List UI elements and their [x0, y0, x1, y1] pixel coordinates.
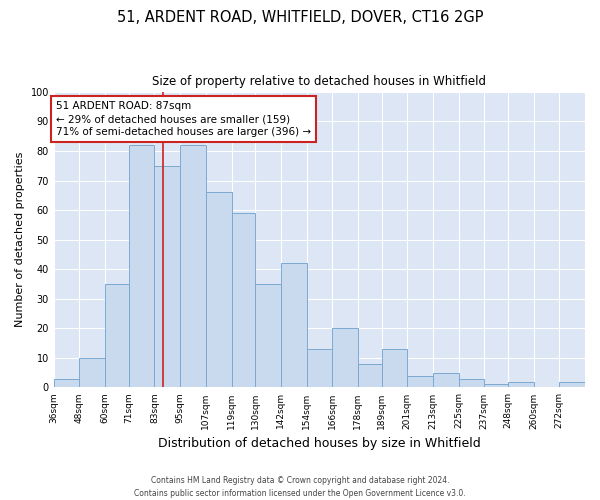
Bar — [484, 384, 508, 388]
Text: Contains HM Land Registry data © Crown copyright and database right 2024.
Contai: Contains HM Land Registry data © Crown c… — [134, 476, 466, 498]
X-axis label: Distribution of detached houses by size in Whitfield: Distribution of detached houses by size … — [158, 437, 481, 450]
Bar — [154, 166, 180, 388]
Text: 51 ARDENT ROAD: 87sqm
← 29% of detached houses are smaller (159)
71% of semi-det: 51 ARDENT ROAD: 87sqm ← 29% of detached … — [56, 101, 311, 137]
Bar — [79, 358, 105, 388]
Text: 51, ARDENT ROAD, WHITFIELD, DOVER, CT16 2GP: 51, ARDENT ROAD, WHITFIELD, DOVER, CT16 … — [117, 10, 483, 25]
Y-axis label: Number of detached properties: Number of detached properties — [15, 152, 25, 328]
Bar — [105, 284, 129, 388]
Bar — [307, 349, 332, 388]
Bar — [407, 376, 433, 388]
Bar — [281, 264, 307, 388]
Bar — [180, 145, 206, 388]
Bar — [382, 349, 407, 388]
Bar — [206, 192, 232, 388]
Bar — [433, 372, 458, 388]
Bar — [129, 145, 154, 388]
Bar — [458, 378, 484, 388]
Bar — [255, 284, 281, 388]
Title: Size of property relative to detached houses in Whitfield: Size of property relative to detached ho… — [152, 75, 487, 88]
Bar — [332, 328, 358, 388]
Bar — [508, 382, 533, 388]
Bar — [559, 382, 585, 388]
Bar — [54, 378, 79, 388]
Bar — [358, 364, 382, 388]
Bar — [232, 213, 255, 388]
